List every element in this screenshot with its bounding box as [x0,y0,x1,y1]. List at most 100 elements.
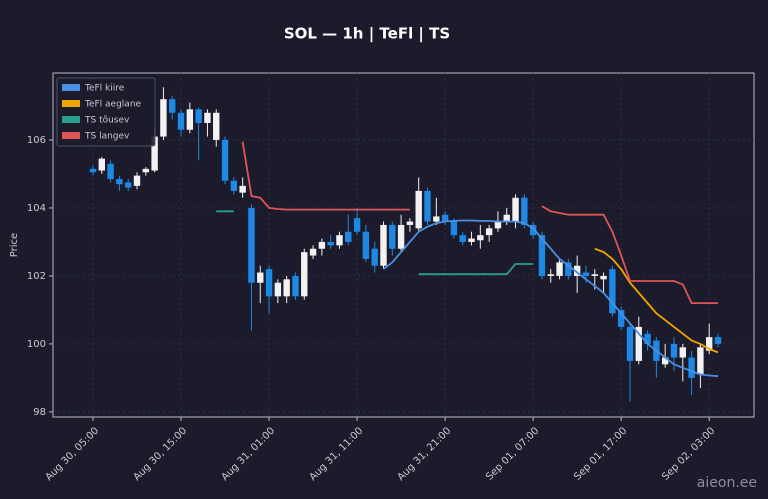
legend-label: TeFl kiire [84,84,125,94]
candle-body [556,262,563,276]
candle-body [221,139,229,181]
y-tick-label: 98 [33,407,46,418]
candle-body [371,248,378,266]
watermark: aieon.ee [697,475,757,491]
legend-label: TS tõusev [84,116,130,126]
candle-body [521,197,528,225]
candle-body [362,231,370,259]
candle-body [177,112,185,130]
candle-body [494,221,502,229]
candle-body [617,309,625,327]
candle-body [89,168,97,173]
line-series [594,247,719,354]
candle-body [98,158,106,171]
y-axis-label: Price [9,233,20,257]
x-tick-label: Sep 01, 17:00 [572,425,629,482]
candle-body [107,163,114,180]
candle-body [336,235,343,246]
candle-body [635,326,642,361]
y-tick-label: 100 [27,339,46,350]
candle-body [591,274,598,276]
candle-body [433,216,440,222]
candle-body [688,357,695,378]
candle-body [345,231,352,242]
candle-body [485,228,493,236]
candle-body [318,241,326,249]
candle-body [609,269,616,314]
candle-body [142,168,150,173]
candle-body [380,224,387,266]
candle-body [406,221,414,225]
legend-label: TeFl aeglane [84,100,142,110]
candle-body [600,275,607,280]
x-tick-label: Aug 31, 11:00 [308,425,366,483]
candle-body [573,265,581,276]
candle-body [389,224,396,249]
candle-body [353,218,361,232]
candle-body [697,347,704,375]
candle-body [195,109,202,123]
candle-body [151,136,158,171]
candle-body [265,269,273,297]
line-series [382,219,719,378]
candle-body [644,333,651,344]
legend: TeFl kiire TeFl aeglane TS tõusev TS langev [56,77,156,147]
candle-body [230,180,238,191]
candle-body [160,99,167,137]
candle-body [274,282,282,297]
candle-body [213,112,220,140]
candle-body [239,185,246,193]
line-series [241,141,718,304]
x-tick-label: Aug 31, 01:00 [220,425,278,483]
y-tick-label: 102 [27,271,46,282]
candle-body [503,214,510,222]
x-tick-label: Sep 01, 07:00 [484,425,541,482]
candle-body [670,343,678,358]
candle-body [441,214,449,222]
candle-body [459,235,466,242]
candle-body [450,221,458,236]
candle-body [714,337,722,344]
x-tick-label: Aug 30, 05:00 [44,425,102,483]
legend-swatch [62,132,80,139]
candle-body [582,272,590,276]
candle-body [169,99,176,113]
candle-body [248,207,255,283]
y-tick-label: 106 [27,135,46,146]
candle-body [283,279,290,297]
candle-body [477,235,484,241]
candle-body [133,175,141,186]
candle-body [327,241,334,246]
candle-body [565,262,572,276]
candle-body [661,357,669,365]
candle-body [125,182,132,188]
legend-swatch [62,84,80,91]
legend-swatch [62,100,80,107]
candle-body [626,326,634,361]
chart-title: SOL — 1h | TeFl | TS [284,25,450,44]
candle-body [186,109,194,130]
candle-body [204,112,211,123]
legend-swatch [62,116,80,123]
candle-body [538,235,546,276]
candle-body [468,238,475,242]
line-series [216,210,534,276]
candle-body [292,275,299,297]
candle-body [705,337,713,351]
x-tick-label: Aug 30, 15:00 [132,425,190,483]
legend-box [56,77,156,147]
candle-body [301,252,308,297]
candle-body [397,224,405,249]
candle-body [529,224,537,236]
candle-body [415,190,422,229]
candle-body [424,190,431,222]
candle-body [257,272,264,283]
candle-body [512,197,519,222]
candle-body [679,347,686,358]
x-tick-label: Aug 31, 21:00 [396,425,454,483]
legend-label: TS langev [84,132,130,142]
y-tick-label: 104 [27,203,46,214]
candle-body [116,179,123,185]
candle-body [547,274,554,276]
